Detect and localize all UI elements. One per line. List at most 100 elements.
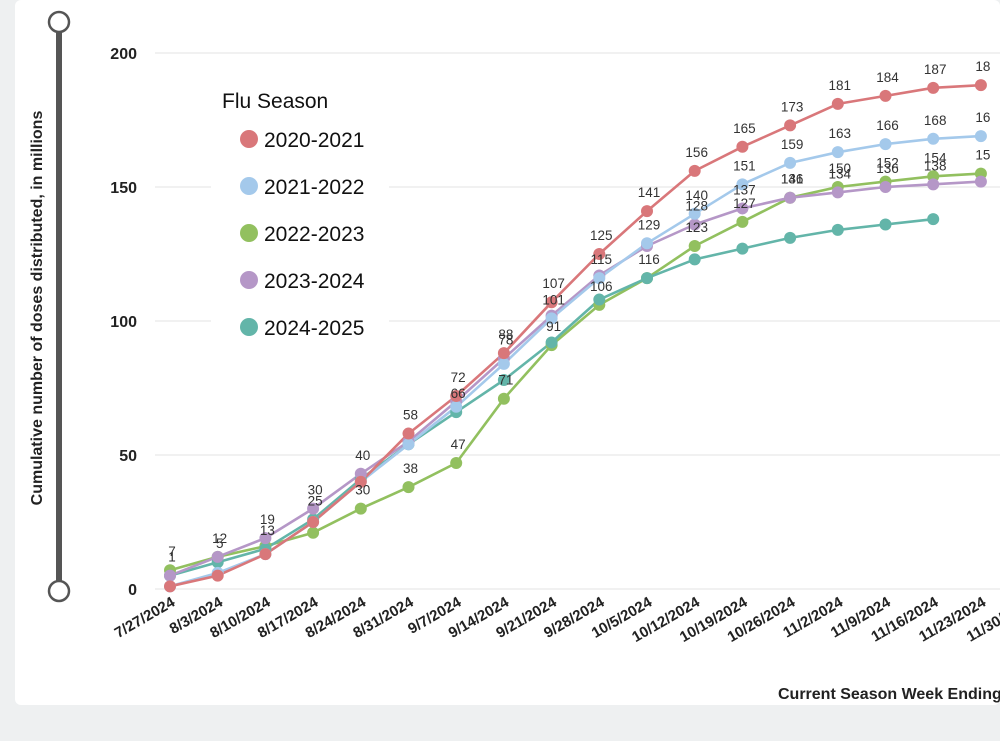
data-label-2022-2023: 150 (829, 161, 852, 176)
data-point-2021-2022[interactable] (402, 438, 415, 451)
data-point-2020-2021[interactable] (974, 79, 987, 92)
legend-marker-2022-2023[interactable] (240, 224, 258, 242)
data-label-2021-2022: 168 (924, 113, 947, 128)
data-point-2021-2022[interactable] (641, 237, 653, 250)
data-point-2020-2021[interactable] (450, 390, 463, 403)
data-point-2020-2021[interactable] (927, 81, 940, 94)
data-point-2023-2024[interactable] (927, 178, 940, 191)
x-axis-ticks: 7/27/20248/3/20248/10/20248/17/20248/24/… (112, 593, 1000, 646)
data-point-2021-2022[interactable] (545, 312, 558, 325)
data-point-2020-2021[interactable] (688, 164, 701, 177)
legend-label-2023-2024[interactable]: 2023-2024 (264, 270, 365, 293)
data-point-2020-2021[interactable] (545, 296, 558, 309)
data-label-2022-2023: 38 (403, 461, 418, 476)
data-label-2021-2022: 151 (733, 158, 756, 173)
data-point-2023-2024[interactable] (307, 502, 320, 515)
data-label-2021-2022: 16 (975, 110, 990, 125)
data-label-2020-2021: 18 (975, 59, 990, 74)
data-point-2020-2021[interactable] (307, 516, 320, 528)
data-point-2023-2024[interactable] (259, 532, 272, 545)
data-point-2022-2023[interactable] (354, 502, 367, 515)
data-point-2021-2022[interactable] (784, 156, 797, 169)
data-point-2021-2022[interactable] (927, 132, 940, 145)
data-point-2024-2025[interactable] (593, 293, 606, 306)
y-tick-label: 50 (119, 448, 137, 465)
data-point-2020-2021[interactable] (641, 205, 653, 218)
y-axis-ticks: 0 50 100 150 200 (110, 46, 137, 599)
data-label-2022-2023: 116 (638, 252, 660, 267)
data-point-2020-2021[interactable] (402, 427, 415, 440)
data-point-2021-2022[interactable] (497, 357, 510, 370)
data-point-2020-2021[interactable] (211, 569, 224, 582)
data-point-2021-2022[interactable] (593, 272, 606, 285)
data-label-2023-2024: 131 (781, 172, 804, 187)
data-point-2020-2021[interactable] (259, 548, 272, 561)
data-point-2020-2021[interactable] (736, 140, 749, 153)
data-point-2024-2025[interactable] (879, 218, 892, 231)
data-point-2020-2021[interactable] (784, 119, 797, 132)
data-label-2020-2021: 58 (403, 408, 418, 423)
chart-card: 0 50 100 150 200 7/27/2024 8/3/2024 8/10/2024 8… (15, 0, 1000, 705)
data-point-2024-2025[interactable] (831, 223, 844, 236)
data-point-2022-2023[interactable] (402, 481, 415, 494)
data-point-2020-2021[interactable] (593, 248, 606, 260)
x-axis-title: Current Season Week Ending (778, 686, 1000, 703)
data-point-2023-2024[interactable] (211, 550, 224, 563)
data-point-2022-2023[interactable] (688, 239, 701, 252)
data-point-2020-2021[interactable] (164, 580, 176, 593)
data-point-2021-2022[interactable] (688, 207, 701, 220)
data-point-2023-2024[interactable] (784, 191, 797, 204)
slider-top-handle[interactable] (47, 10, 71, 34)
y-tick-label: 0 (128, 582, 137, 599)
data-point-2021-2022[interactable] (831, 146, 844, 159)
legend-label-2022-2023[interactable]: 2022-2023 (264, 223, 364, 246)
data-point-2022-2023[interactable] (450, 457, 463, 470)
data-point-2023-2024[interactable] (879, 181, 892, 193)
data-point-2024-2025[interactable] (688, 253, 701, 266)
data-point-2024-2025[interactable] (784, 231, 797, 244)
data-point-2021-2022[interactable] (736, 178, 749, 191)
data-label-2022-2023: 91 (546, 319, 561, 334)
data-point-2023-2024[interactable] (736, 202, 749, 215)
legend-marker-2023-2024[interactable] (240, 271, 258, 289)
data-point-2022-2023[interactable] (736, 215, 749, 228)
slider-bottom-handle[interactable] (47, 579, 71, 603)
data-point-2020-2021[interactable] (354, 475, 367, 488)
data-label-2022-2023: 15 (975, 148, 990, 163)
data-point-2022-2023[interactable] (497, 392, 510, 405)
data-label-2022-2023: 146 (781, 172, 804, 187)
data-point-2020-2021[interactable] (497, 347, 510, 360)
data-label-2020-2021: 187 (924, 62, 947, 77)
data-label-2022-2023: 30 (355, 483, 370, 498)
legend-label-2020-2021[interactable]: 2020-2021 (264, 129, 364, 152)
data-label-2020-2021: 88 (498, 327, 513, 342)
range-slider[interactable] (47, 10, 71, 603)
series-line-2020-2021 (169, 83, 981, 588)
data-point-2023-2024[interactable] (831, 186, 844, 199)
data-point-2021-2022[interactable] (879, 138, 892, 151)
legend-marker-2024-2025[interactable] (240, 318, 258, 336)
data-point-2024-2025[interactable] (927, 213, 940, 226)
data-label-2022-2023: 12 (212, 531, 227, 546)
data-point-2023-2024[interactable] (974, 175, 987, 188)
data-label-2022-2023: 7 (168, 544, 176, 559)
data-label-2022-2023: 152 (876, 156, 899, 171)
data-point-2020-2021[interactable] (831, 97, 844, 110)
data-point-2024-2025[interactable] (736, 242, 749, 255)
data-point-2021-2022[interactable] (450, 400, 463, 413)
legend-label-2021-2022[interactable]: 2021-2022 (264, 176, 364, 199)
data-point-2021-2022[interactable] (974, 130, 987, 143)
data-point-2022-2023[interactable] (307, 526, 320, 539)
data-point-2024-2025[interactable] (497, 373, 510, 386)
data-label-2021-2022: 163 (829, 126, 852, 141)
legend-marker-2020-2021[interactable] (240, 130, 258, 148)
legend-marker-2021-2022[interactable] (240, 177, 258, 195)
data-point-2023-2024[interactable] (164, 569, 176, 582)
data-point-2023-2024[interactable] (688, 218, 701, 231)
legend-label-2024-2025[interactable]: 2024-2025 (264, 317, 364, 340)
data-point-2024-2025[interactable] (545, 336, 558, 349)
data-point-2020-2021[interactable] (879, 89, 892, 102)
data-point-2024-2025[interactable] (641, 272, 653, 285)
data-label-2023-2024: 134 (829, 166, 852, 181)
